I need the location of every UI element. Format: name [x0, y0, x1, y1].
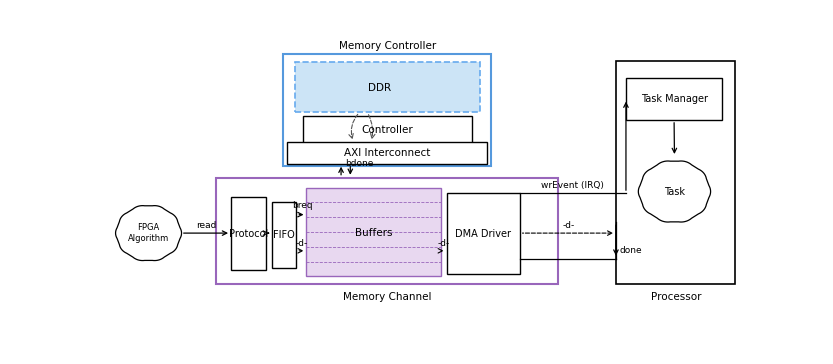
Text: done: done — [619, 246, 641, 256]
Text: DDR: DDR — [368, 83, 392, 92]
Text: Task Manager: Task Manager — [641, 94, 707, 104]
Text: Memory Controller: Memory Controller — [339, 41, 436, 51]
Polygon shape — [116, 206, 182, 261]
Text: AXI Interconnect: AXI Interconnect — [344, 148, 431, 158]
Text: Buffers: Buffers — [356, 228, 393, 238]
Bar — [231, 197, 266, 270]
Text: Processor: Processor — [651, 292, 701, 302]
Bar — [295, 62, 480, 112]
Polygon shape — [638, 161, 711, 222]
Text: read: read — [196, 221, 217, 230]
Bar — [283, 55, 491, 166]
Text: -d-: -d- — [295, 239, 307, 248]
Bar — [446, 193, 520, 274]
Text: bdone: bdone — [345, 159, 373, 169]
Text: Protocol: Protocol — [228, 229, 268, 239]
Bar — [307, 188, 441, 276]
Text: FPGA
Algorithm: FPGA Algorithm — [128, 223, 169, 243]
Text: DMA Driver: DMA Driver — [455, 229, 511, 239]
Text: -d-: -d- — [437, 239, 450, 248]
Text: Task: Task — [664, 186, 685, 197]
Bar — [272, 202, 297, 268]
Bar — [616, 61, 736, 284]
Bar — [287, 142, 487, 164]
Text: wrEvent (IRQ): wrEvent (IRQ) — [541, 181, 604, 190]
Bar — [626, 78, 722, 120]
Text: FIFO: FIFO — [273, 230, 295, 240]
Bar — [302, 116, 472, 143]
Text: Controller: Controller — [362, 125, 413, 135]
Text: Memory Channel: Memory Channel — [343, 292, 431, 302]
Text: -d-: -d- — [562, 221, 574, 230]
Bar — [216, 178, 558, 284]
Text: breq: breq — [292, 201, 313, 210]
